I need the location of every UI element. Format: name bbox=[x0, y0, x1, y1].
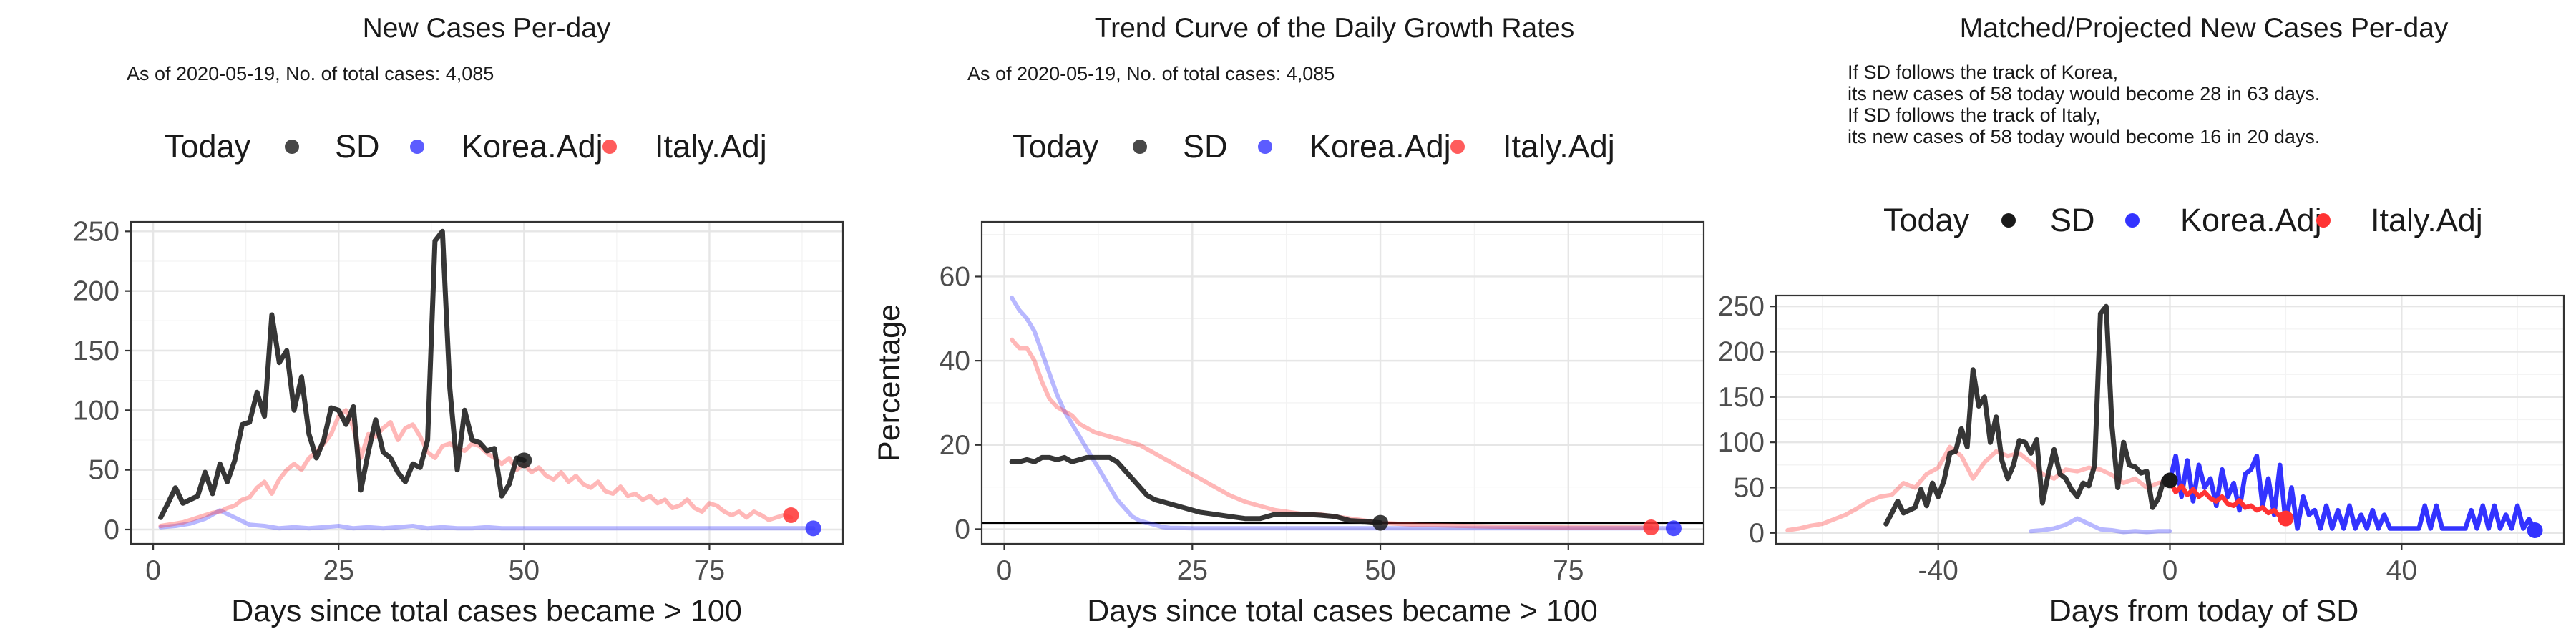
y-tick-label: 20 bbox=[940, 430, 970, 461]
x-tick-label: 75 bbox=[694, 555, 725, 586]
legend-key-dot bbox=[1133, 140, 1147, 154]
x-tick-label: 50 bbox=[509, 555, 540, 586]
chart-title: Trend Curve of the Daily Growth Rates bbox=[1095, 13, 1574, 44]
y-tick-label: 200 bbox=[73, 276, 119, 307]
series-line-korea-adj bbox=[158, 508, 816, 531]
y-tick-label: 150 bbox=[1718, 382, 1765, 413]
today-point-sd bbox=[516, 452, 532, 469]
series-line-italy-adj bbox=[1785, 444, 2172, 532]
series-line-korea-adj bbox=[1010, 295, 1676, 531]
series-line-italy-adj bbox=[1010, 337, 1654, 530]
x-tick-label: 40 bbox=[2386, 555, 2417, 586]
series-line-italy-adj bbox=[158, 408, 794, 528]
today-point-italy-adj bbox=[1643, 519, 1659, 536]
y-tick-label: 0 bbox=[104, 514, 119, 545]
today-point-sd bbox=[2162, 472, 2178, 489]
x-tick-label: 0 bbox=[2162, 555, 2178, 586]
legend-label: SD bbox=[2050, 202, 2095, 238]
plot-frame bbox=[980, 220, 1705, 545]
today-point-korea-adj bbox=[2527, 522, 2543, 539]
today-point-italy-adj bbox=[2278, 510, 2294, 527]
y-tick-label: 50 bbox=[89, 455, 119, 486]
x-tick-label: 25 bbox=[1177, 555, 1208, 586]
panel-2: Trend Curve of the Daily Growth Rates As … bbox=[872, 13, 1705, 628]
x-tick-label: 0 bbox=[145, 555, 161, 586]
y-tick-label: 0 bbox=[955, 514, 970, 545]
legend-key-dot bbox=[2316, 213, 2331, 228]
legend-title: Today bbox=[1013, 128, 1099, 165]
today-point-sd bbox=[1372, 514, 1389, 531]
legend-key-dot bbox=[2001, 213, 2016, 228]
chart-subtitle: If SD follows the track of Italy, bbox=[1848, 104, 2101, 126]
y-axis-label: Percentage bbox=[872, 304, 907, 462]
legend-label: SD bbox=[335, 128, 380, 165]
y-tick-label: 60 bbox=[940, 261, 970, 292]
legend-key-dot bbox=[1258, 140, 1272, 154]
chart-subtitle: its new cases of 58 today would become 2… bbox=[1848, 83, 2320, 104]
y-tick-label: 150 bbox=[73, 336, 119, 366]
x-axis-label: Days from today of SD bbox=[2049, 594, 2359, 628]
legend-label: Italy.Adj bbox=[2371, 202, 2483, 238]
series-line-italy-adj bbox=[2167, 478, 2288, 521]
series-line-korea-adj bbox=[2167, 453, 2537, 533]
chart-subtitle: If SD follows the track of Korea, bbox=[1848, 62, 2118, 83]
x-tick-label: 25 bbox=[323, 555, 354, 586]
legend-label: Korea.Adj bbox=[1309, 128, 1451, 165]
x-tick-label: 75 bbox=[1553, 555, 1584, 586]
legend-label: Korea.Adj bbox=[2180, 202, 2322, 238]
today-point-korea-adj bbox=[805, 520, 821, 537]
chart-title: New Cases Per-day bbox=[363, 13, 611, 44]
series-line-sd bbox=[1883, 303, 2172, 527]
legend-key-dot bbox=[602, 140, 617, 154]
legend-title: Today bbox=[1883, 202, 1970, 238]
legend-label: Korea.Adj bbox=[462, 128, 603, 165]
x-axis-label: Days since total cases became > 100 bbox=[1087, 594, 1597, 628]
plot-frame bbox=[130, 220, 844, 545]
y-tick-label: 100 bbox=[73, 395, 119, 426]
legend-label: Italy.Adj bbox=[1503, 128, 1615, 165]
chart-title: Matched/Projected New Cases Per-day bbox=[1960, 13, 2449, 44]
y-tick-label: 0 bbox=[1749, 518, 1765, 549]
legend-key-dot bbox=[410, 140, 424, 154]
series-line-sd bbox=[158, 228, 527, 520]
x-tick-label: 50 bbox=[1365, 555, 1395, 586]
y-tick-label: 100 bbox=[1718, 427, 1765, 458]
x-axis-label: Days since total cases became > 100 bbox=[231, 594, 741, 628]
legend-label: Italy.Adj bbox=[655, 128, 767, 165]
chart-subtitle: its new cases of 58 today would become 1… bbox=[1848, 126, 2320, 147]
y-tick-label: 250 bbox=[1718, 291, 1765, 322]
legend-key-dot bbox=[1450, 140, 1465, 154]
legend-label: SD bbox=[1183, 128, 1228, 165]
gridlines bbox=[1776, 296, 2564, 544]
y-tick-label: 200 bbox=[1718, 337, 1765, 368]
legend-key-dot bbox=[2125, 213, 2140, 228]
legend-title: Today bbox=[165, 128, 251, 165]
chart-subtitle: As of 2020-05-19, No. of total cases: 4,… bbox=[967, 63, 1335, 84]
y-tick-label: 50 bbox=[1734, 472, 1765, 503]
series-line-korea-adj bbox=[2029, 516, 2172, 535]
legend-key-dot bbox=[285, 140, 299, 154]
gridlines bbox=[131, 222, 843, 544]
chart-subtitle: As of 2020-05-19, No. of total cases: 4,… bbox=[127, 63, 494, 84]
series-line-sd bbox=[1009, 454, 1383, 526]
x-tick-label: 0 bbox=[997, 555, 1013, 586]
panel-1: New Cases Per-day As of 2020-05-19, No. o… bbox=[73, 13, 844, 628]
panel-3: Matched/Projected New Cases Per-day If SD… bbox=[1718, 13, 2565, 628]
today-point-italy-adj bbox=[783, 507, 799, 523]
x-tick-label: -40 bbox=[1918, 555, 1958, 586]
y-tick-label: 40 bbox=[940, 346, 970, 376]
y-tick-label: 250 bbox=[73, 216, 119, 247]
today-point-korea-adj bbox=[1665, 520, 1682, 537]
gridlines bbox=[982, 222, 1704, 544]
